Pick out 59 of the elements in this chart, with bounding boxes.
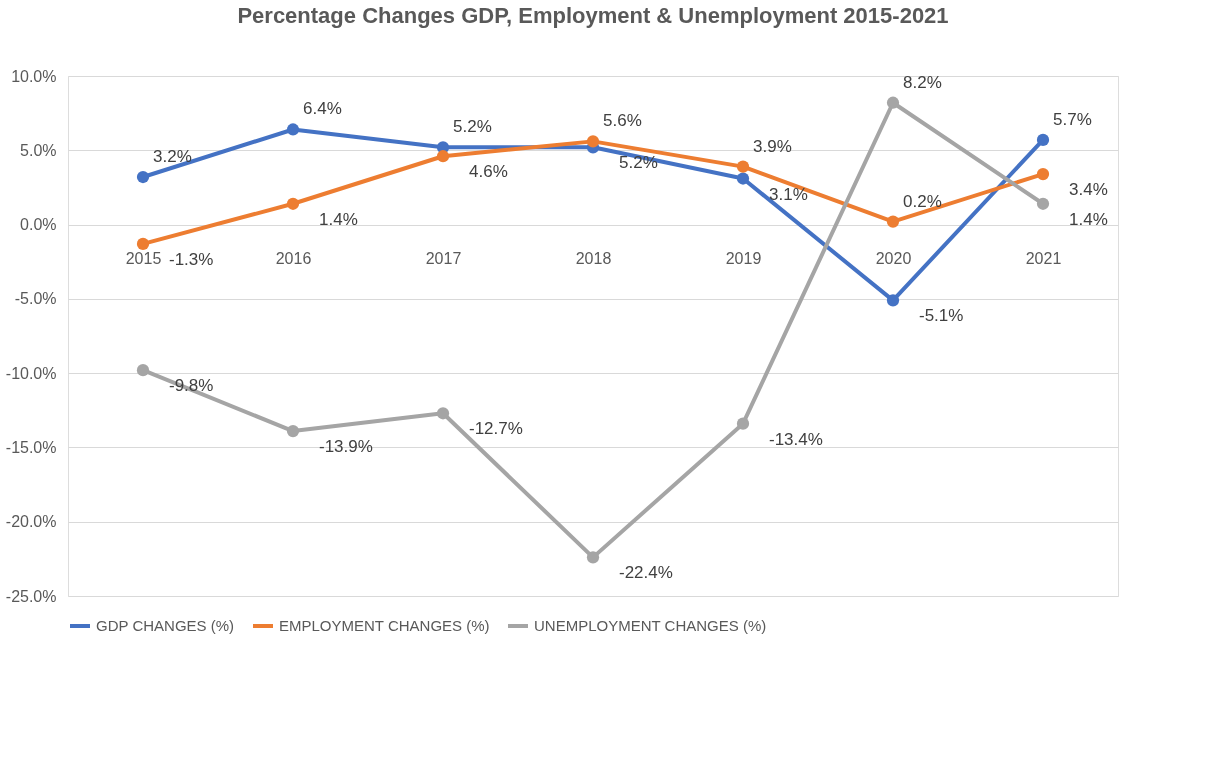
- data-label: 8.2%: [903, 72, 942, 92]
- point: [886, 215, 900, 228]
- data-label: 3.1%: [769, 184, 808, 204]
- data-label: 5.2%: [453, 117, 492, 137]
- point: [136, 364, 150, 377]
- point: [136, 170, 150, 184]
- x-tick-label: 2015: [125, 250, 162, 268]
- data-label: 3.2%: [153, 147, 192, 167]
- point: [736, 417, 750, 430]
- data-label: 5.2%: [619, 153, 658, 173]
- point: [736, 172, 750, 185]
- x-tick-label: 2016: [275, 250, 312, 268]
- y-tick-label: 10.0%: [11, 67, 57, 85]
- y-tick-label: -5.0%: [14, 290, 57, 308]
- point: [436, 150, 450, 163]
- point: [1036, 167, 1050, 181]
- point: [886, 96, 900, 109]
- point: [286, 424, 300, 438]
- legend-label: EMPLOYMENT CHANGES (%): [279, 617, 490, 634]
- data-label: 3.4%: [1069, 180, 1108, 200]
- chart-title: Percentage Changes GDP, Employment & Unemployment 2015-2021: [237, 3, 949, 28]
- y-tick-label: -15.0%: [5, 438, 57, 456]
- data-label: -9.8%: [169, 376, 214, 396]
- y-tick-label: -25.0%: [5, 587, 57, 605]
- data-label: 1.4%: [319, 209, 358, 229]
- y-tick-label: 5.0%: [20, 141, 57, 159]
- x-tick-label: 2018: [575, 250, 612, 268]
- point: [436, 407, 450, 420]
- point: [286, 197, 300, 210]
- x-tick-label: 2019: [725, 250, 762, 268]
- point: [586, 135, 600, 148]
- data-label: -13.4%: [769, 429, 823, 449]
- point: [736, 160, 750, 173]
- data-label: 5.7%: [1053, 109, 1092, 129]
- x-tick-label: 2020: [875, 250, 912, 268]
- data-label: -1.3%: [169, 249, 214, 269]
- data-label: 6.4%: [303, 99, 342, 119]
- point: [136, 237, 150, 250]
- point: [886, 294, 900, 307]
- point: [1036, 197, 1050, 210]
- data-label: 0.2%: [903, 191, 942, 211]
- data-label: 1.4%: [1069, 209, 1108, 229]
- y-tick-label: -20.0%: [5, 513, 57, 531]
- data-label: -12.7%: [469, 419, 523, 439]
- point: [586, 551, 600, 564]
- legend-label: GDP CHANGES (%): [96, 617, 235, 634]
- y-tick-label: -10.0%: [5, 364, 57, 382]
- x-tick-label: 2021: [1025, 250, 1062, 268]
- y-tick-label: 0.0%: [20, 216, 57, 234]
- x-tick-label: 2017: [425, 250, 462, 268]
- data-label: 5.6%: [603, 111, 642, 131]
- data-label: 3.9%: [753, 136, 792, 156]
- data-label: 4.6%: [469, 162, 508, 182]
- point: [1036, 133, 1050, 146]
- data-label: -13.9%: [319, 437, 373, 457]
- data-label: -5.1%: [919, 306, 964, 326]
- legend-label: UNEMPLOYMENT CHANGES (%): [534, 617, 767, 634]
- point: [286, 123, 300, 136]
- data-label: -22.4%: [619, 563, 673, 583]
